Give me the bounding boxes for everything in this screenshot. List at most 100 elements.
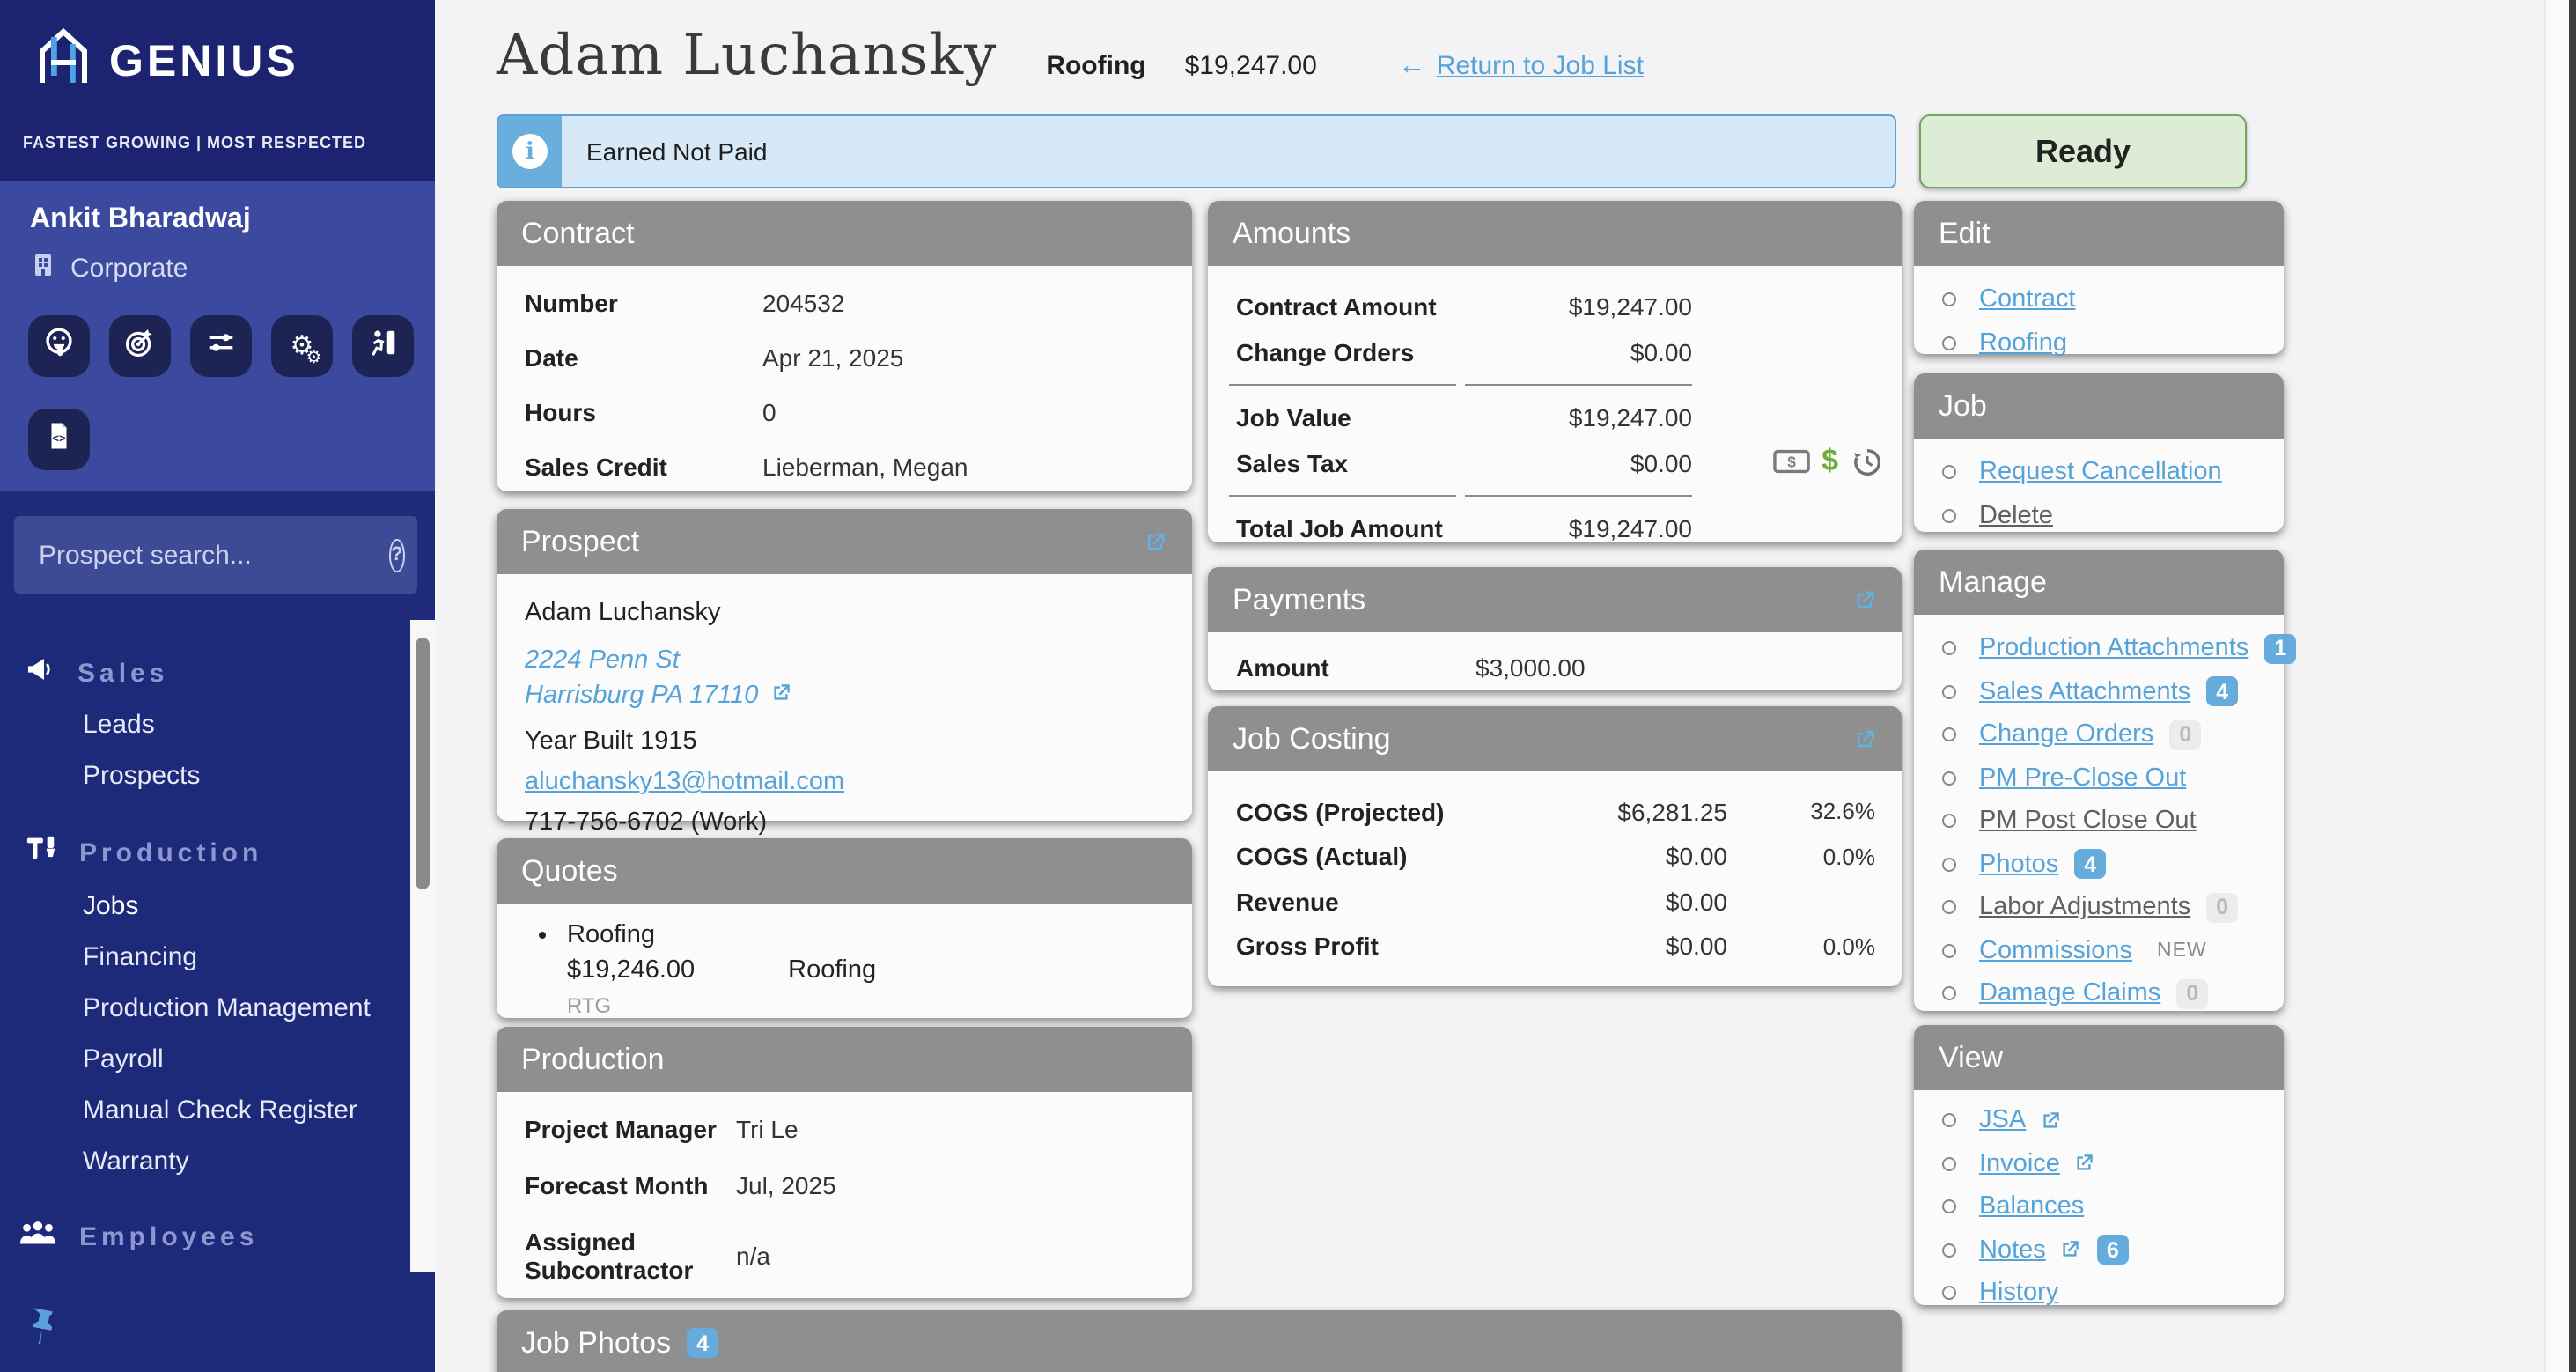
- quote-type: Roofing: [788, 956, 877, 985]
- pm-pre-close-out-link[interactable]: PM Pre-Close Out: [1979, 763, 2187, 793]
- search-block: ?: [0, 491, 435, 620]
- return-to-job-list-link[interactable]: ← Return to Job List: [1397, 51, 1644, 81]
- sales-attachments-link[interactable]: Sales Attachments: [1979, 677, 2191, 706]
- bullet-icon: [1942, 1199, 1956, 1214]
- prospect-address-link[interactable]: 2224 Penn St Harrisburg PA 17110: [525, 643, 1164, 715]
- jsa-external-link-icon[interactable]: [2038, 1110, 2061, 1132]
- mood-icon: [42, 325, 76, 367]
- jsa-link[interactable]: JSA: [1979, 1106, 2027, 1135]
- sidebar-item-warranty[interactable]: Warranty: [83, 1147, 189, 1177]
- payments-card-header: Payments: [1208, 567, 1902, 632]
- invoice-external-link-icon[interactable]: [2072, 1153, 2095, 1176]
- sidebar-scrollbar-track[interactable]: [410, 620, 435, 1272]
- production-attachments-badge: 1: [2264, 633, 2297, 664]
- banner-text: Earned Not Paid: [586, 137, 768, 166]
- payments-card: Payments Amount $3,000.00: [1208, 567, 1902, 690]
- map-external-link-icon[interactable]: [769, 680, 791, 715]
- logout-button[interactable]: [352, 315, 414, 377]
- bullet-icon: [1942, 1286, 1956, 1301]
- job-card-header: Job: [1914, 373, 2284, 439]
- quick-actions: ⚙ ⚙: [28, 315, 414, 377]
- svg-text:$: $: [1786, 454, 1795, 471]
- contract-hours-label: Hours: [525, 398, 596, 426]
- history-link[interactable]: History: [1979, 1279, 2059, 1308]
- sales-attachments-badge: 4: [2206, 676, 2239, 707]
- sidebar-item-prospects[interactable]: Prospects: [83, 761, 201, 791]
- pin-icon[interactable]: [15, 1297, 71, 1356]
- sidebar-item-financing[interactable]: Financing: [83, 942, 198, 972]
- search-bar[interactable]: ?: [14, 516, 417, 594]
- sidebar-item-manual-check-register[interactable]: Manual Check Register: [83, 1095, 357, 1125]
- edit-contract-link[interactable]: Contract: [1979, 285, 2076, 314]
- contract-hours-value: 0: [762, 398, 776, 426]
- settings-button[interactable]: ⚙ ⚙: [271, 315, 333, 377]
- people-icon: [18, 1219, 58, 1254]
- divider: [1208, 495, 1902, 497]
- mood-button[interactable]: [28, 315, 90, 377]
- bullet-icon: [1942, 727, 1956, 742]
- balances-link[interactable]: Balances: [1979, 1192, 2085, 1221]
- payment-amount-value: $3,000.00: [1476, 653, 1586, 682]
- ready-status-button[interactable]: Ready: [1919, 114, 2247, 188]
- view-card: View JSA Invoice Balances Notes 6 History: [1914, 1025, 2284, 1308]
- edit-roofing-link[interactable]: Roofing: [1979, 328, 2067, 358]
- nav-section-production: Production: [25, 833, 262, 872]
- job-costing-external-link-icon[interactable]: [1852, 727, 1877, 751]
- job-card: Job Request Cancellation Delete: [1914, 373, 2284, 532]
- prospect-external-link-icon[interactable]: [1143, 529, 1167, 554]
- damage-claims-badge: 0: [2176, 978, 2209, 1009]
- contract-amount-value: $19,247.00: [1568, 292, 1692, 321]
- sidebar-item-jobs[interactable]: Jobs: [83, 891, 139, 921]
- sidebar-scrollbar-thumb[interactable]: [416, 638, 430, 889]
- invoice-link[interactable]: Invoice: [1979, 1149, 2060, 1178]
- file-code-icon: <>: [44, 420, 74, 459]
- dollar-icon[interactable]: $: [1822, 444, 1838, 477]
- notes-external-link-icon[interactable]: [2058, 1239, 2081, 1262]
- info-icon: i: [512, 134, 548, 169]
- bullet-icon: [1942, 1156, 1956, 1171]
- nav-section-label: Sales: [77, 658, 169, 688]
- total-job-amount-value: $19,247.00: [1568, 514, 1692, 542]
- documents-button[interactable]: <>: [28, 409, 90, 470]
- production-card: Production Project Manager Tri Le Forecas…: [497, 1027, 1192, 1298]
- production-card-header: Production: [497, 1027, 1192, 1092]
- commissions-link[interactable]: Commissions: [1979, 936, 2133, 965]
- bullet-icon: [1942, 771, 1956, 786]
- payments-external-link-icon[interactable]: [1852, 587, 1877, 612]
- damage-claims-link[interactable]: Damage Claims: [1979, 979, 2161, 1008]
- change-orders-label: Change Orders: [1236, 338, 1415, 366]
- sidebar-item-production-management[interactable]: Production Management: [83, 993, 371, 1023]
- help-icon[interactable]: ?: [389, 538, 405, 572]
- job-photos-card: Job Photos 4: [497, 1310, 1902, 1372]
- project-manager-label: Project Manager: [525, 1115, 717, 1143]
- quick-actions-row2: <>: [28, 409, 90, 470]
- sliders-icon: [204, 325, 238, 367]
- notes-link[interactable]: Notes: [1979, 1236, 2046, 1265]
- prospect-email-link[interactable]: aluchansky13@hotmail.com: [525, 768, 845, 796]
- nav-section-sales: Sales: [25, 653, 168, 692]
- sales-credit-label: Sales Credit: [525, 453, 667, 481]
- production-attachments-link[interactable]: Production Attachments: [1979, 634, 2249, 663]
- sidebar-item-payroll[interactable]: Payroll: [83, 1044, 164, 1074]
- goals-button[interactable]: [109, 315, 171, 377]
- payment-amount-label: Amount: [1236, 653, 1329, 682]
- page-scrollbar-track[interactable]: [2544, 0, 2569, 1372]
- controls-button[interactable]: [190, 315, 252, 377]
- money-check-icon[interactable]: $: [1772, 447, 1809, 476]
- bullet-icon: [1942, 1243, 1956, 1258]
- cogs-projected-label: COGS (Projected): [1236, 797, 1445, 826]
- history-icon[interactable]: [1851, 445, 1884, 478]
- labor-adjustments-link[interactable]: Labor Adjustments: [1979, 893, 2191, 922]
- request-cancellation-link[interactable]: Request Cancellation: [1979, 458, 2222, 487]
- forecast-month-label: Forecast Month: [525, 1171, 709, 1199]
- delete-link[interactable]: Delete: [1979, 501, 2053, 530]
- photos-link[interactable]: Photos: [1979, 850, 2059, 879]
- quote-amount: $19,246.00: [567, 956, 696, 985]
- contract-card-header: Contract: [497, 201, 1192, 266]
- sidebar-item-leads[interactable]: Leads: [83, 710, 155, 740]
- pm-post-close-out-link[interactable]: PM Post Close Out: [1979, 807, 2197, 836]
- change-orders-link[interactable]: Change Orders: [1979, 720, 2154, 749]
- user-org: Corporate: [30, 252, 188, 285]
- prospect-search-input[interactable]: [14, 540, 389, 570]
